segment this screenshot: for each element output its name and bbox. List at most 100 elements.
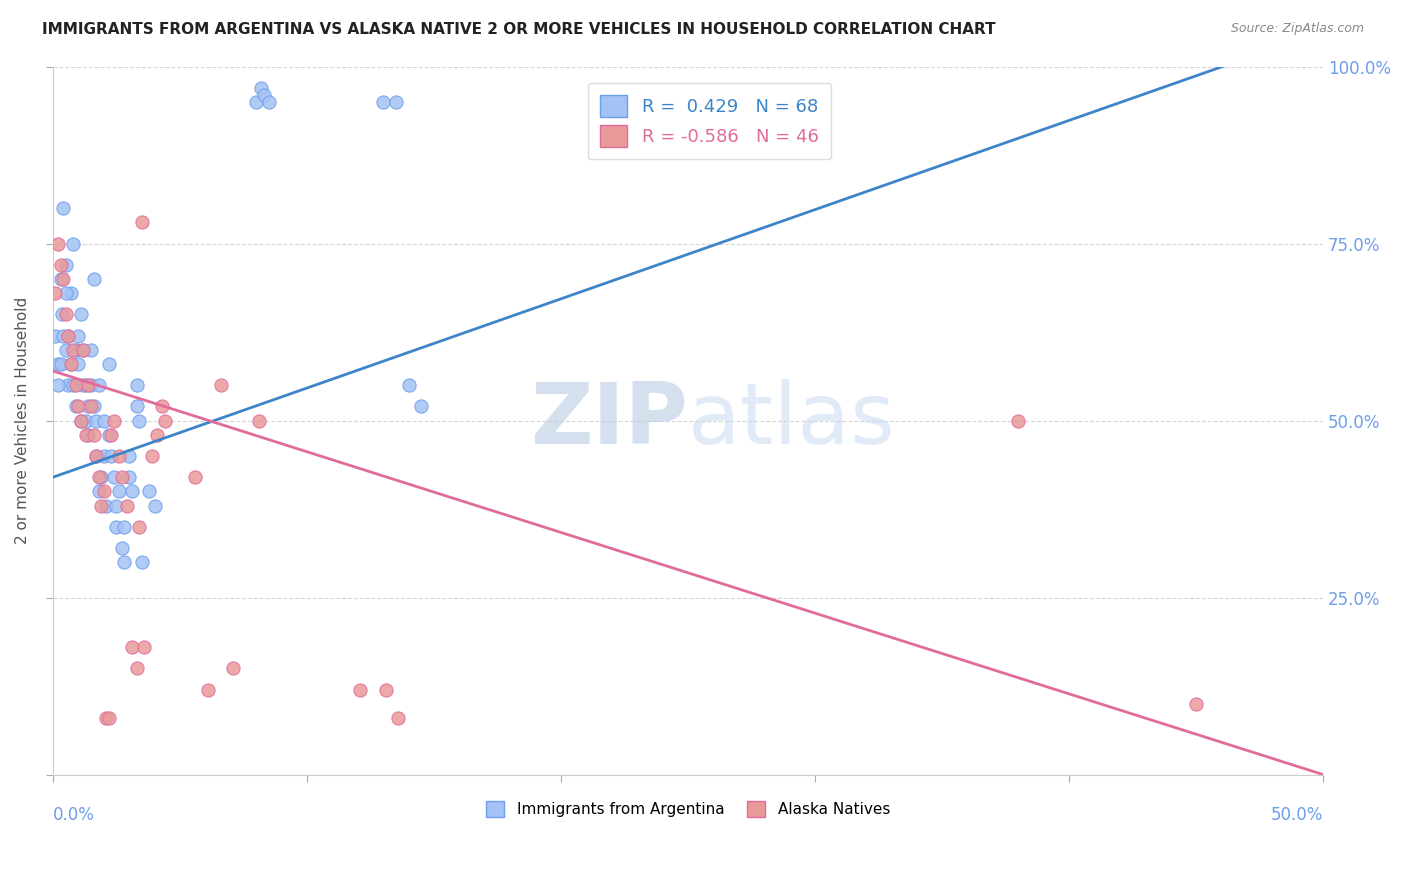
Point xyxy=(93,449,115,463)
Point xyxy=(134,640,156,654)
Text: 0.0%: 0.0% xyxy=(53,806,94,824)
Point xyxy=(257,95,280,109)
Text: ZIP: ZIP xyxy=(530,379,688,462)
Point xyxy=(65,400,87,414)
Point xyxy=(84,414,107,428)
Point xyxy=(49,258,72,272)
Point xyxy=(51,307,73,321)
Point xyxy=(77,400,100,414)
Point xyxy=(59,357,82,371)
Point xyxy=(96,499,118,513)
Point xyxy=(59,357,82,371)
Point xyxy=(250,80,273,95)
Point xyxy=(77,427,100,442)
Point xyxy=(97,711,120,725)
Point xyxy=(72,343,94,357)
Point xyxy=(100,427,122,442)
Point xyxy=(387,711,409,725)
Text: Source: ZipAtlas.com: Source: ZipAtlas.com xyxy=(1230,22,1364,36)
Point xyxy=(115,499,138,513)
Point xyxy=(65,378,87,392)
Legend: Immigrants from Argentina, Alaska Natives: Immigrants from Argentina, Alaska Native… xyxy=(479,796,896,823)
Point xyxy=(62,236,84,251)
Point xyxy=(108,449,131,463)
Point xyxy=(141,449,163,463)
Point xyxy=(62,343,84,357)
Point xyxy=(84,449,107,463)
Point xyxy=(93,414,115,428)
Point xyxy=(105,499,128,513)
Point xyxy=(153,414,176,428)
Point xyxy=(125,661,148,675)
Point xyxy=(80,400,103,414)
Point xyxy=(55,343,77,357)
Point xyxy=(70,414,93,428)
Point xyxy=(80,378,103,392)
Point xyxy=(118,470,141,484)
Point xyxy=(56,328,79,343)
Point xyxy=(112,520,135,534)
Point xyxy=(373,95,395,109)
Point xyxy=(55,286,77,301)
Point xyxy=(374,682,396,697)
Point xyxy=(67,357,90,371)
Point xyxy=(411,400,433,414)
Point xyxy=(103,414,125,428)
Point xyxy=(97,427,120,442)
Point xyxy=(90,499,112,513)
Point xyxy=(80,343,103,357)
Point xyxy=(59,286,82,301)
Point xyxy=(52,272,75,286)
Point xyxy=(150,400,173,414)
Point xyxy=(87,484,110,499)
Point xyxy=(146,427,169,442)
Point xyxy=(62,378,84,392)
Point xyxy=(90,470,112,484)
Point xyxy=(49,357,72,371)
Point xyxy=(96,711,118,725)
Point xyxy=(143,499,166,513)
Point xyxy=(75,427,97,442)
Point xyxy=(65,343,87,357)
Point xyxy=(67,400,90,414)
Point xyxy=(93,484,115,499)
Point xyxy=(46,378,69,392)
Point xyxy=(52,201,75,215)
Point xyxy=(1007,414,1029,428)
Text: IMMIGRANTS FROM ARGENTINA VS ALASKA NATIVE 2 OR MORE VEHICLES IN HOUSEHOLD CORRE: IMMIGRANTS FROM ARGENTINA VS ALASKA NATI… xyxy=(42,22,995,37)
Point xyxy=(349,682,371,697)
Point xyxy=(70,307,93,321)
Point xyxy=(87,470,110,484)
Point xyxy=(138,484,160,499)
Point xyxy=(55,258,77,272)
Point xyxy=(49,272,72,286)
Point xyxy=(87,378,110,392)
Point xyxy=(197,682,219,697)
Point xyxy=(83,272,105,286)
Point xyxy=(46,357,69,371)
Point xyxy=(247,414,270,428)
Point xyxy=(385,95,408,109)
Point xyxy=(70,414,93,428)
Point xyxy=(44,328,66,343)
Point xyxy=(110,541,132,555)
Y-axis label: 2 or more Vehicles in Household: 2 or more Vehicles in Household xyxy=(15,297,30,544)
Point xyxy=(121,484,143,499)
Text: atlas: atlas xyxy=(688,379,896,462)
Point xyxy=(121,640,143,654)
Point xyxy=(1185,697,1208,711)
Point xyxy=(108,484,131,499)
Point xyxy=(131,555,153,569)
Point xyxy=(125,378,148,392)
Point xyxy=(75,378,97,392)
Point xyxy=(128,414,150,428)
Point xyxy=(112,555,135,569)
Point xyxy=(72,343,94,357)
Point xyxy=(83,427,105,442)
Point xyxy=(67,328,90,343)
Point xyxy=(222,661,245,675)
Point xyxy=(56,328,79,343)
Point xyxy=(105,520,128,534)
Point xyxy=(209,378,232,392)
Point xyxy=(52,328,75,343)
